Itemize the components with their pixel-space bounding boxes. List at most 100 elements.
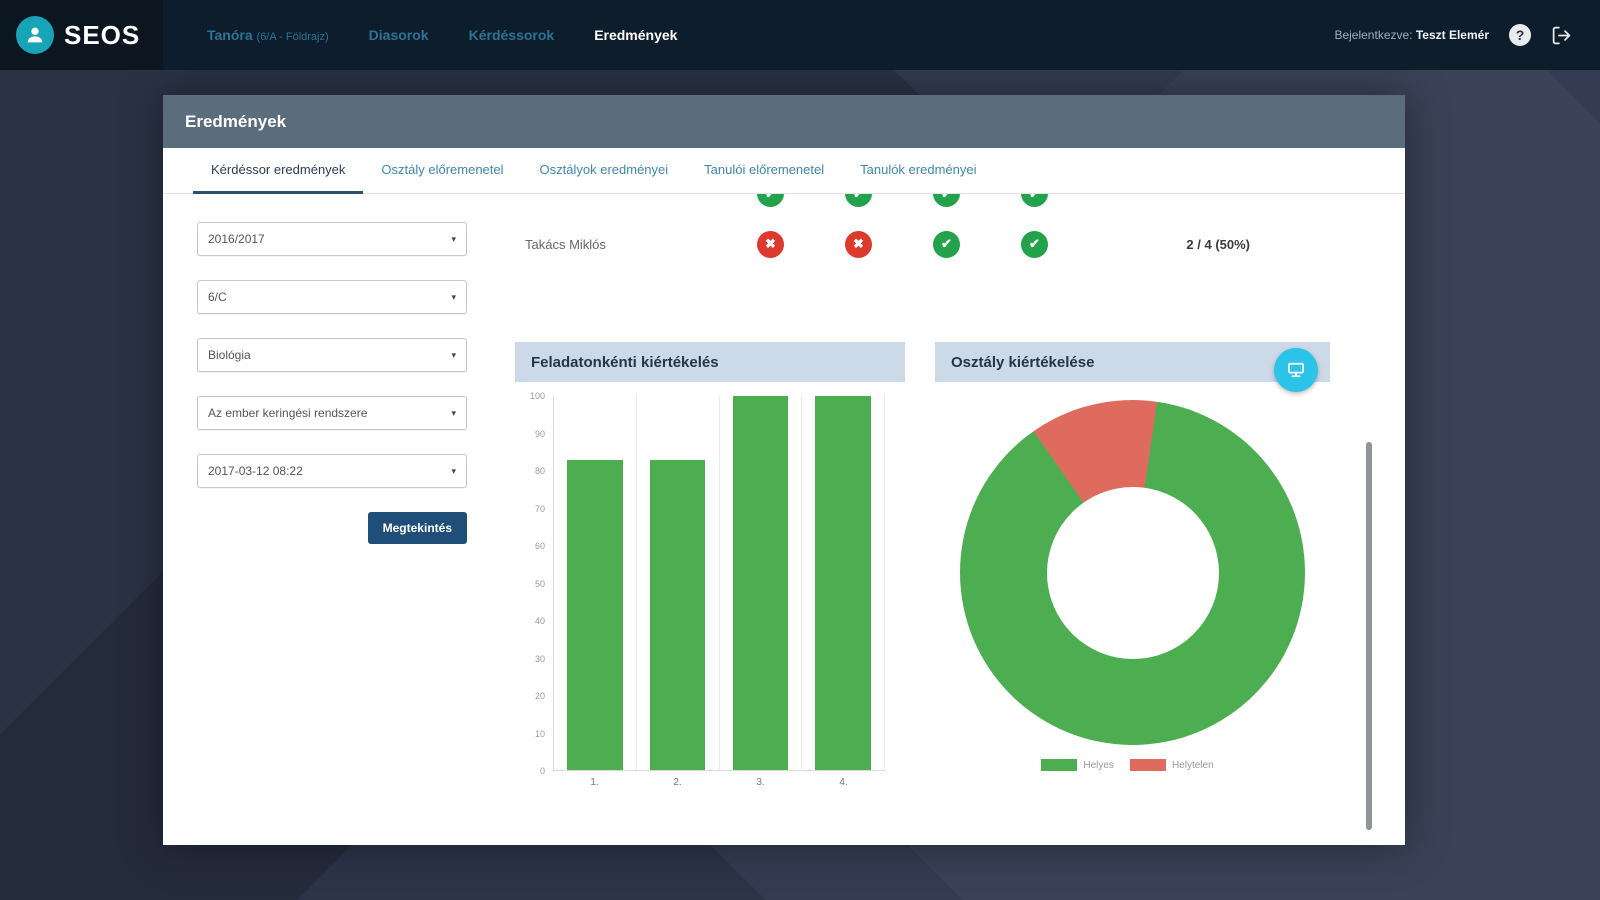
- bar: [732, 396, 789, 770]
- bar: [815, 396, 871, 770]
- main-nav: Tanóra (6/A - Földrajz) Diasorok Kérdéss…: [207, 27, 677, 43]
- wrong-mark-icon: ✖: [845, 230, 872, 258]
- topic-select[interactable]: Az ember keringési rendszere ▾: [197, 396, 467, 430]
- legend-swatch-helytelen: [1129, 759, 1166, 771]
- x-tick-label: 3.: [756, 777, 765, 788]
- correct-mark-icon: ✔: [845, 194, 872, 207]
- top-navbar: SEOS Tanóra (6/A - Földrajz) Diasorok Ké…: [0, 0, 1600, 70]
- subject-select[interactable]: Biológia ▾: [197, 338, 467, 372]
- bar-column: [554, 396, 637, 770]
- tabs-bar: Kérdéssor eredmények Osztály előremenete…: [163, 148, 1405, 194]
- tab-osztalyok-eredmenyei[interactable]: Osztályok eredményei: [539, 162, 669, 177]
- panel-header: Eredmények: [163, 95, 1405, 148]
- nav-item-kerdessorok[interactable]: Kérdéssorok: [468, 27, 555, 43]
- y-tick-label: 100: [529, 391, 545, 401]
- tab-tanuloi-eloremenetel[interactable]: Tanulói előremenetel: [704, 162, 825, 177]
- results-panel: Eredmények Kérdéssor eredmények Osztály …: [163, 95, 1405, 845]
- results-area: . ✔✔✔✔ Takács Miklós ✖✖✔✔ 2 / 4 (50%) Fe…: [503, 194, 1405, 844]
- donut-hole: [1046, 486, 1219, 659]
- brand-name: SEOS: [64, 19, 141, 50]
- tab-osztaly-eloremenetel[interactable]: Osztály előremenetel: [381, 162, 504, 177]
- chevron-down-icon: ▾: [451, 465, 456, 476]
- donut-chart-header: Osztály kiértékelése: [935, 342, 1330, 392]
- y-tick-label: 60: [534, 541, 545, 551]
- correct-mark-icon: ✔: [933, 230, 960, 258]
- y-tick-label: 0: [539, 766, 545, 776]
- subject-value: Biológia: [208, 348, 251, 362]
- nav-item-diasorok[interactable]: Diasorok: [368, 27, 429, 43]
- nav-item-tanora-suffix: (6/A - Földrajz): [256, 31, 329, 43]
- chevron-down-icon: ▾: [451, 349, 456, 360]
- correct-mark-icon: ✔: [1021, 230, 1048, 258]
- legend-label-helytelen: Helytelen: [1171, 759, 1214, 771]
- donut-chart-card: Osztály kiértékelése Helyes: [935, 342, 1330, 788]
- charts-section: Feladatonkénti kiértékelés 0 10 20 30 40 50 60…: [503, 342, 1405, 788]
- bar-chart-title: Feladatonkénti kiértékelés: [531, 353, 719, 371]
- logout-icon[interactable]: [1551, 25, 1572, 46]
- partial-marks-row: ✔ ✔ ✔ ✔: [757, 194, 1048, 207]
- button-row: Megtekintés: [197, 512, 467, 544]
- nav-item-tanora[interactable]: Tanóra (6/A - Földrajz): [207, 27, 329, 43]
- y-tick-label: 90: [534, 428, 545, 439]
- donut-chart-title: Osztály kiértékelése: [951, 353, 1095, 371]
- scrollbar: [1366, 194, 1372, 844]
- bar-chart-header: Feladatonkénti kiértékelés: [515, 342, 905, 382]
- page-title: Eredmények: [185, 111, 287, 131]
- topic-value: Az ember keringési rendszere: [208, 406, 368, 420]
- x-tick-label: 1.: [590, 777, 599, 788]
- bar-column: [637, 396, 720, 770]
- y-tick-label: 80: [534, 466, 545, 476]
- school-year-value: 2016/2017: [208, 232, 265, 246]
- legend-swatch-helyes: [1041, 759, 1078, 771]
- chevron-down-icon: ▾: [451, 291, 456, 302]
- y-tick-label: 20: [534, 691, 545, 701]
- donut-chart: [960, 400, 1305, 745]
- bar-chart-plot: [553, 396, 885, 771]
- y-tick-label: 10: [534, 728, 545, 739]
- marks-row: ✖ ✖ ✔ ✔: [757, 230, 1048, 258]
- bar-chart-card: Feladatonkénti kiértékelés 0 10 20 30 40 50 60…: [515, 342, 905, 788]
- y-tick-label: 40: [534, 616, 545, 626]
- bar-chart: 0 10 20 30 40 50 60 70 80 90 100: [515, 391, 905, 776]
- seos-logo-icon: [16, 16, 54, 54]
- y-tick-label: 70: [534, 503, 545, 514]
- bar-chart-x-axis: 1. 2. 3. 4.: [553, 777, 885, 788]
- tab-tanulok-eredmenyei[interactable]: Tanulók eredményei: [860, 162, 977, 177]
- donut-legend: Helyes Helytelen: [935, 759, 1330, 771]
- bar: [649, 459, 706, 770]
- student-name: Takács Miklós: [525, 236, 606, 252]
- logged-in-text: Bejelentkezve: Teszt Elemér: [1334, 28, 1489, 42]
- topbar-right: Bejelentkezve: Teszt Elemér ?: [1334, 24, 1572, 46]
- bar-chart-y-axis: 0 10 20 30 40 50 60 70 80 90 100: [523, 391, 553, 776]
- tab-kerdessor-eredmenyek[interactable]: Kérdéssor eredmények: [193, 148, 364, 194]
- score-badge: 2 / 4 (50%): [1186, 236, 1250, 252]
- y-tick-label: 50: [534, 578, 545, 589]
- session-select[interactable]: 2017-03-12 08:22 ▾: [197, 454, 467, 488]
- correct-mark-icon: ✔: [757, 194, 784, 207]
- legend-label-helyes: Helyes: [1083, 759, 1114, 771]
- previous-result-row: . ✔✔✔✔: [503, 194, 1405, 207]
- filters-sidebar: 2016/2017 ▾ 6/C ▾ Biológia ▾ Az ember ke…: [163, 194, 503, 844]
- scrollbar-thumb[interactable]: [1366, 442, 1372, 830]
- bar: [567, 459, 623, 770]
- class-select[interactable]: 6/C ▾: [197, 280, 467, 314]
- class-value: 6/C: [208, 290, 227, 304]
- session-value: 2017-03-12 08:22: [208, 464, 303, 478]
- panel-content: 2016/2017 ▾ 6/C ▾ Biológia ▾ Az ember ke…: [163, 194, 1405, 844]
- y-tick-label: 30: [534, 653, 545, 664]
- student-result-row: Takács Miklós ✖ ✖ ✔ ✔ 2 / 4 (50%): [503, 224, 1405, 264]
- correct-mark-icon: ✔: [1021, 194, 1048, 207]
- logged-in-user: Teszt Elemér: [1415, 28, 1489, 42]
- wrong-mark-icon: ✖: [757, 230, 784, 258]
- help-icon[interactable]: ?: [1509, 24, 1531, 46]
- chevron-down-icon: ▾: [451, 407, 456, 418]
- brand[interactable]: SEOS: [0, 0, 163, 70]
- school-year-select[interactable]: 2016/2017 ▾: [197, 222, 467, 256]
- view-button[interactable]: Megtekintés: [367, 512, 467, 544]
- nav-item-eredmenyek[interactable]: Eredmények: [594, 27, 678, 43]
- bar-column: [802, 396, 885, 770]
- correct-mark-icon: ✔: [933, 194, 960, 207]
- presentation-button[interactable]: [1274, 348, 1318, 392]
- bar-column: [720, 396, 803, 770]
- chevron-down-icon: ▾: [451, 233, 456, 244]
